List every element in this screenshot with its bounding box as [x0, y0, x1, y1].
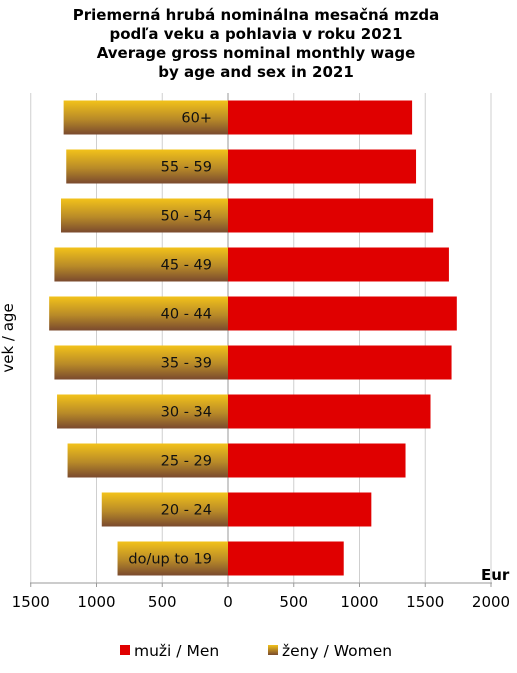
tick-label: 0 — [223, 593, 233, 611]
bar-women — [101, 492, 228, 527]
bar-women — [57, 394, 228, 429]
chart-title-line-1: Priemerná hrubá nominálna mesačná mzda — [73, 6, 439, 24]
chart-title: Priemerná hrubá nominálna mesačná mzda p… — [73, 6, 439, 81]
bar-women — [49, 296, 228, 331]
legend: muži / Men ženy / Women — [120, 642, 392, 660]
legend-label-women: ženy / Women — [282, 642, 392, 660]
bar-men — [228, 149, 417, 184]
tick-label: 500 — [148, 593, 177, 611]
bar-men — [228, 296, 457, 331]
x-axis-unit: Eur — [481, 566, 510, 584]
bar-men — [228, 492, 372, 527]
bar-women — [60, 198, 229, 233]
bar-men — [228, 198, 434, 233]
category-label: 45 - 49 — [161, 258, 212, 274]
legend-label-men: muži / Men — [134, 642, 219, 660]
chart-title-line-4: by age and sex in 2021 — [158, 63, 354, 81]
y-axis-title: vek / age — [0, 303, 17, 372]
category-label: 20 - 24 — [161, 503, 212, 519]
bar-women — [67, 443, 228, 478]
x-axis: 1500 1000 500 0 500 1000 1500 2000 — [12, 582, 510, 611]
legend-swatch-women — [268, 645, 278, 655]
category-label: do/up to 19 — [128, 552, 212, 568]
bar-men — [228, 541, 344, 576]
chart-title-line-3: Average gross nominal monthly wage — [97, 44, 416, 62]
category-label: 50 - 54 — [161, 209, 212, 225]
bar-men — [228, 100, 413, 135]
category-label: 40 - 44 — [161, 307, 212, 323]
category-label: 30 - 34 — [161, 405, 212, 421]
category-label: 35 - 39 — [161, 356, 212, 372]
bar-women — [54, 247, 228, 282]
tick-label: 1000 — [340, 593, 378, 611]
tick-label: 2000 — [472, 593, 510, 611]
bar-women — [117, 541, 228, 576]
tick-label: 1000 — [77, 593, 115, 611]
bar-women — [63, 100, 228, 135]
tick-label: 1500 — [12, 593, 50, 611]
category-label: 25 - 29 — [161, 454, 212, 470]
bar-women — [54, 345, 228, 380]
chart-title-line-2: podľa veku a pohlavia v roku 2021 — [109, 25, 402, 43]
bars — [49, 100, 457, 576]
tick-label: 500 — [279, 593, 308, 611]
legend-swatch-men — [120, 645, 130, 655]
bar-men — [228, 247, 449, 282]
bar-men — [228, 345, 452, 380]
category-label: 60+ — [181, 111, 212, 127]
tick-label: 1500 — [406, 593, 444, 611]
category-label: 55 - 59 — [161, 160, 212, 176]
bar-men — [228, 443, 406, 478]
bar-women — [66, 149, 228, 184]
category-labels: 60+ 55 - 59 50 - 54 45 - 49 40 - 44 35 - 39 30… — [128, 111, 212, 568]
bar-men — [228, 394, 431, 429]
